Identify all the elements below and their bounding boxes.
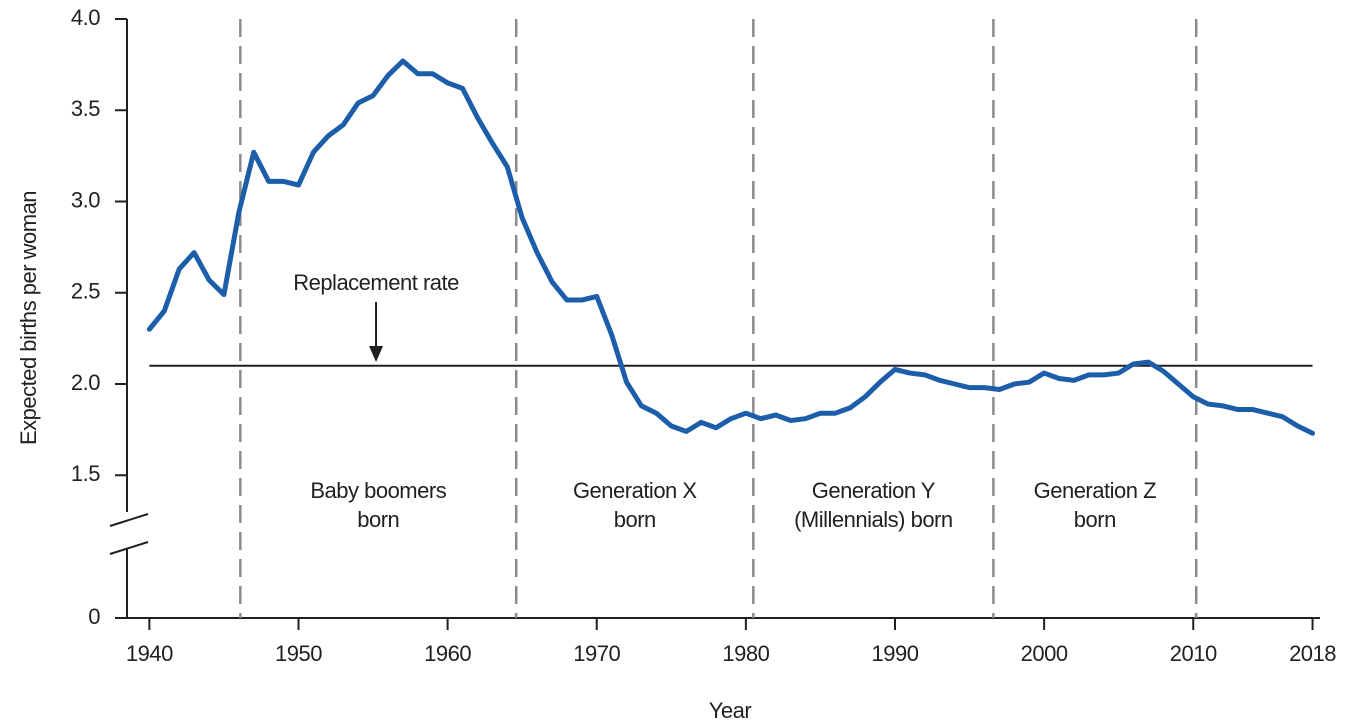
axis-break (109, 541, 149, 555)
x-tick-label: 2000 (1021, 641, 1068, 666)
x-tick-label: 2018 (1289, 641, 1336, 666)
era-label: (Millennials) born (794, 507, 953, 532)
x-tick-label: 2010 (1170, 641, 1217, 666)
y-tick-label: 2.0 (71, 370, 100, 395)
era-label: born (357, 507, 399, 532)
y-tick-label: 3.0 (71, 187, 100, 212)
era-label: Generation Y (812, 478, 936, 503)
reference-arrowhead (369, 346, 384, 362)
era-label: born (614, 507, 656, 532)
x-tick-label: 1950 (275, 641, 322, 666)
era-label: born (1074, 507, 1116, 532)
era-label: Baby boomers (310, 478, 446, 503)
x-axis-label: Year (709, 698, 752, 723)
x-tick-label: 1970 (573, 641, 620, 666)
y-axis-label: Expected births per woman (16, 191, 41, 445)
y-tick-label: 4.0 (71, 5, 100, 30)
x-tick-label: 1980 (722, 641, 769, 666)
x-tick-label: 1940 (126, 641, 173, 666)
y-tick-label: 1.5 (71, 461, 100, 486)
reference-label: Replacement rate (293, 270, 459, 295)
axis-break (109, 513, 149, 527)
x-tick-label: 1960 (424, 641, 471, 666)
y-tick-label: 2.5 (71, 279, 100, 304)
era-label: Generation Z (1034, 478, 1156, 503)
era-label: Generation X (573, 478, 697, 503)
data-line (146, 58, 1316, 436)
y-tick-label: 0 (88, 604, 100, 629)
y-tick-label: 3.5 (71, 96, 100, 121)
x-tick-label: 1990 (872, 641, 919, 666)
